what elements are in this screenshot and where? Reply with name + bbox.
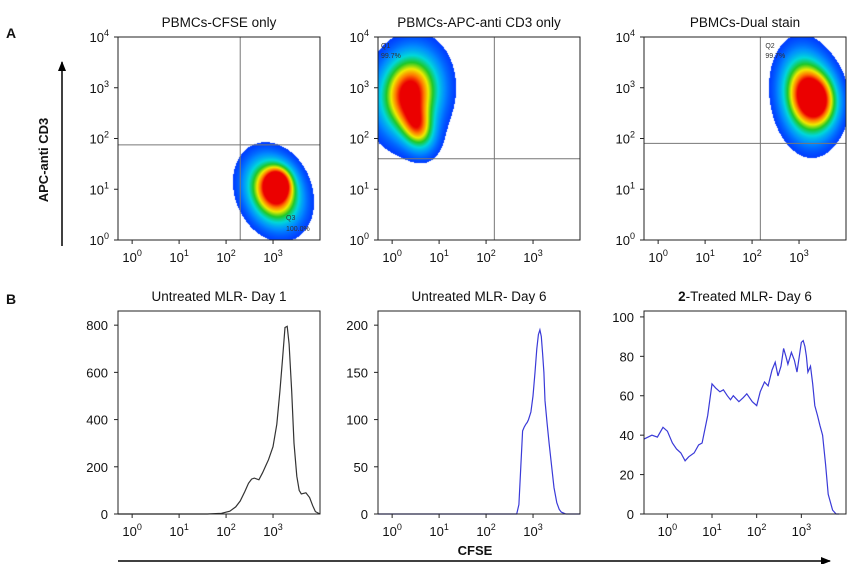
panel-6: 2-Treated MLR- Day 6 0 20 40 60 80 100 100 101 10… xyxy=(612,289,847,539)
y-tick-label: 103 xyxy=(90,79,109,96)
x-tick-label: 102 xyxy=(476,248,495,265)
x-tick-label: 102 xyxy=(747,522,766,539)
x-tick-label: 103 xyxy=(523,522,542,539)
y-tick-label: 200 xyxy=(346,318,368,333)
histogram-line-5 xyxy=(378,327,580,515)
x-tick-label: 102 xyxy=(216,522,235,539)
x-tick-label: 103 xyxy=(789,248,808,265)
gate-label: Q1 xyxy=(381,43,390,50)
y-tick-label: 150 xyxy=(346,365,368,380)
y-tick-label: 104 xyxy=(90,28,109,45)
panel-title: Untreated MLR- Day 1 xyxy=(151,289,286,304)
panel-title: Untreated MLR- Day 6 xyxy=(411,289,546,304)
density-plot-2 xyxy=(378,37,580,240)
y-tick-label: 100 xyxy=(612,310,634,325)
x-tick-label: 102 xyxy=(476,522,495,539)
y-tick-label: 200 xyxy=(86,460,108,475)
x-tick-label: 101 xyxy=(702,522,721,539)
panel-title: PBMCs-APC-anti CD3 only xyxy=(397,15,561,30)
x-tick-label: 100 xyxy=(382,522,401,539)
y-tick-label: 0 xyxy=(101,507,108,522)
x-tick-label: 103 xyxy=(263,522,282,539)
panel-title: 2-Treated MLR- Day 6 xyxy=(678,289,812,304)
gate-label: Q2 xyxy=(765,43,774,50)
y-axis-label: APC-anti CD3 xyxy=(36,118,51,203)
panel-4: Untreated MLR- Day 1 0 200 400 600 800 100 101 1… xyxy=(86,289,321,539)
panel-title: PBMCs-CFSE only xyxy=(162,15,277,30)
y-tick-label: 104 xyxy=(616,28,635,45)
y-tick-label: 100 xyxy=(346,413,368,428)
panel-title: PBMCs-Dual stain xyxy=(690,15,800,30)
x-tick-label: 100 xyxy=(122,248,141,265)
x-tick-label: 101 xyxy=(695,248,714,265)
density-plot-3 xyxy=(644,37,846,240)
y-tick-label: 40 xyxy=(620,428,634,443)
x-tick-label: 100 xyxy=(658,522,677,539)
x-tick-label: 101 xyxy=(429,522,448,539)
panel-label-b: B xyxy=(6,291,16,307)
y-tick-label: 100 xyxy=(350,231,369,248)
y-tick-label: 102 xyxy=(350,130,369,147)
panel-1: PBMCs-CFSE only Q3 100.0% 100 101 102 103 100 10… xyxy=(90,15,321,265)
y-tick-label: 50 xyxy=(354,460,368,475)
plot-frame xyxy=(377,310,581,515)
x-tick-label: 101 xyxy=(169,522,188,539)
gate-percent: 99.7% xyxy=(765,53,785,60)
x-tick-label: 103 xyxy=(263,248,282,265)
y-tick-label: 0 xyxy=(361,507,368,522)
y-tick-label: 400 xyxy=(86,413,108,428)
plot-frame xyxy=(117,310,321,515)
y-tick-label: 0 xyxy=(627,507,634,522)
x-axis-label: CFSE xyxy=(458,543,493,558)
y-tick-label: 100 xyxy=(616,231,635,248)
y-tick-label: 104 xyxy=(350,28,369,45)
y-tick-label: 101 xyxy=(90,180,109,197)
x-tick-label: 100 xyxy=(382,248,401,265)
y-tick-label: 100 xyxy=(90,231,109,248)
y-tick-label: 60 xyxy=(620,389,634,404)
x-tick-label: 101 xyxy=(169,248,188,265)
y-tick-label: 80 xyxy=(620,349,634,364)
y-tick-label: 20 xyxy=(620,468,634,483)
histogram-line-6 xyxy=(643,339,840,515)
panel-3: PBMCs-Dual stain Q2 99.7% 100 101 102 103 100 10… xyxy=(616,15,847,265)
panel-label-a: A xyxy=(6,25,16,41)
y-tick-label: 102 xyxy=(616,130,635,147)
y-tick-label: 800 xyxy=(86,318,108,333)
x-tick-label: 101 xyxy=(429,248,448,265)
y-tick-label: 600 xyxy=(86,365,108,380)
y-tick-label: 102 xyxy=(90,130,109,147)
histogram-line-4 xyxy=(118,325,321,515)
x-tick-label: 102 xyxy=(216,248,235,265)
density-plot-1 xyxy=(118,37,320,240)
x-tick-label: 103 xyxy=(792,522,811,539)
gate-label: Q3 xyxy=(286,215,295,222)
y-tick-label: 103 xyxy=(350,79,369,96)
y-tick-label: 103 xyxy=(616,79,635,96)
x-tick-label: 102 xyxy=(742,248,761,265)
panel-2: PBMCs-APC-anti CD3 only Q1 99.7% 100 101 102 1… xyxy=(350,15,581,265)
x-tick-label: 103 xyxy=(523,248,542,265)
plot-frame xyxy=(643,310,847,515)
x-tick-label: 100 xyxy=(122,522,141,539)
x-tick-label: 100 xyxy=(648,248,667,265)
gate-percent: 99.7% xyxy=(381,53,401,60)
y-tick-label: 101 xyxy=(616,180,635,197)
y-tick-label: 101 xyxy=(350,180,369,197)
panel-5: Untreated MLR- Day 6 0 50 100 150 200 100 101 10… xyxy=(346,289,581,539)
gate-percent: 100.0% xyxy=(286,226,310,233)
